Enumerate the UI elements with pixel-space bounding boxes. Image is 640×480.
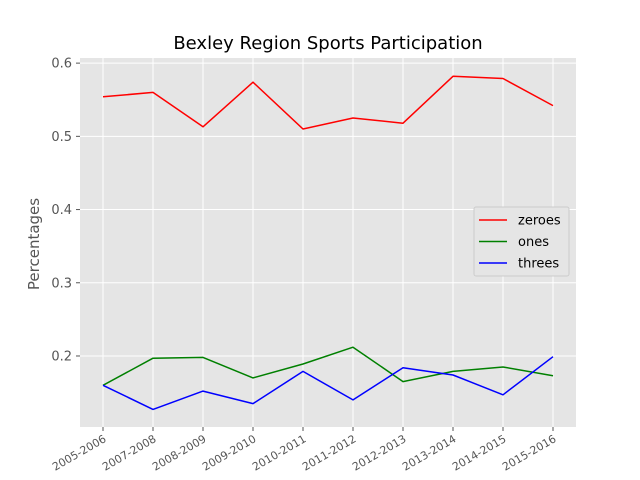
- x-tick-label: 2012-2013: [350, 432, 408, 473]
- x-tick-label: 2007-2008: [100, 432, 158, 473]
- y-tick-label: 0.4: [51, 203, 72, 218]
- legend-label-ones: ones: [518, 235, 549, 250]
- series-layer: [102, 75, 554, 411]
- legend-label-threes: threes: [518, 257, 559, 272]
- x-tick-label: 2010-2011: [250, 432, 308, 473]
- y-tick-label: 0.2: [51, 349, 72, 364]
- legend-box: [473, 206, 570, 277]
- x-tick-label: 2014-2015: [450, 432, 508, 473]
- y-tick-label: 0.3: [51, 276, 72, 291]
- x-tick-label: 2009-2010: [200, 432, 258, 473]
- y-axis-ticks: 0.2 0.3 0.4 0.5 0.6: [51, 57, 80, 364]
- series-line-threes: [102, 356, 554, 411]
- y-axis-label: Percentages: [25, 198, 43, 290]
- legend: zeroes ones threes: [473, 206, 570, 277]
- chart-title: Bexley Region Sports Participation: [173, 33, 482, 54]
- x-tick-label: 2011-2012: [300, 432, 358, 473]
- x-tick-label: 2015-2016: [500, 432, 558, 473]
- x-axis-ticks: 2005-20062007-20082008-20092009-20102010…: [50, 427, 559, 474]
- x-tick-label: 2008-2009: [150, 432, 208, 473]
- x-tick-label: 2005-2006: [50, 432, 108, 473]
- x-tick-label: 2013-2014: [400, 432, 458, 473]
- series-line-zeroes: [102, 75, 554, 130]
- y-tick-label: 0.5: [51, 130, 72, 145]
- legend-label-zeroes: zeroes: [518, 214, 561, 229]
- y-tick-label: 0.6: [51, 57, 72, 72]
- series-line-ones: [102, 346, 554, 386]
